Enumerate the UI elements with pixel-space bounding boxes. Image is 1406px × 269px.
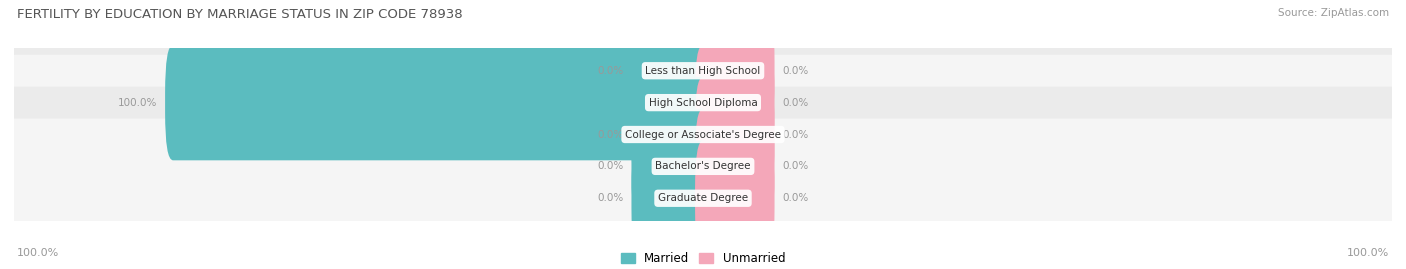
Text: 0.0%: 0.0%: [598, 66, 623, 76]
FancyBboxPatch shape: [695, 141, 775, 256]
Text: 100.0%: 100.0%: [118, 98, 157, 108]
FancyBboxPatch shape: [165, 45, 711, 160]
Text: Less than High School: Less than High School: [645, 66, 761, 76]
Text: 0.0%: 0.0%: [783, 98, 808, 108]
FancyBboxPatch shape: [3, 0, 1403, 150]
Text: Graduate Degree: Graduate Degree: [658, 193, 748, 203]
FancyBboxPatch shape: [695, 45, 775, 160]
Text: 100.0%: 100.0%: [1347, 248, 1389, 258]
FancyBboxPatch shape: [695, 77, 775, 192]
FancyBboxPatch shape: [3, 119, 1403, 269]
Text: College or Associate's Degree: College or Associate's Degree: [626, 129, 780, 140]
Text: Bachelor's Degree: Bachelor's Degree: [655, 161, 751, 171]
FancyBboxPatch shape: [3, 55, 1403, 214]
FancyBboxPatch shape: [3, 87, 1403, 246]
Text: 0.0%: 0.0%: [598, 129, 623, 140]
Text: 0.0%: 0.0%: [783, 161, 808, 171]
FancyBboxPatch shape: [631, 109, 711, 224]
Text: 100.0%: 100.0%: [17, 248, 59, 258]
Text: 0.0%: 0.0%: [598, 193, 623, 203]
Text: 0.0%: 0.0%: [783, 129, 808, 140]
Text: 0.0%: 0.0%: [783, 66, 808, 76]
FancyBboxPatch shape: [631, 13, 711, 128]
FancyBboxPatch shape: [695, 13, 775, 128]
FancyBboxPatch shape: [631, 77, 711, 192]
FancyBboxPatch shape: [695, 109, 775, 224]
Text: 0.0%: 0.0%: [598, 161, 623, 171]
Text: FERTILITY BY EDUCATION BY MARRIAGE STATUS IN ZIP CODE 78938: FERTILITY BY EDUCATION BY MARRIAGE STATU…: [17, 8, 463, 21]
FancyBboxPatch shape: [3, 23, 1403, 182]
Text: 0.0%: 0.0%: [783, 193, 808, 203]
Text: High School Diploma: High School Diploma: [648, 98, 758, 108]
Legend: Married, Unmarried: Married, Unmarried: [616, 247, 790, 269]
FancyBboxPatch shape: [631, 141, 711, 256]
Text: Source: ZipAtlas.com: Source: ZipAtlas.com: [1278, 8, 1389, 18]
